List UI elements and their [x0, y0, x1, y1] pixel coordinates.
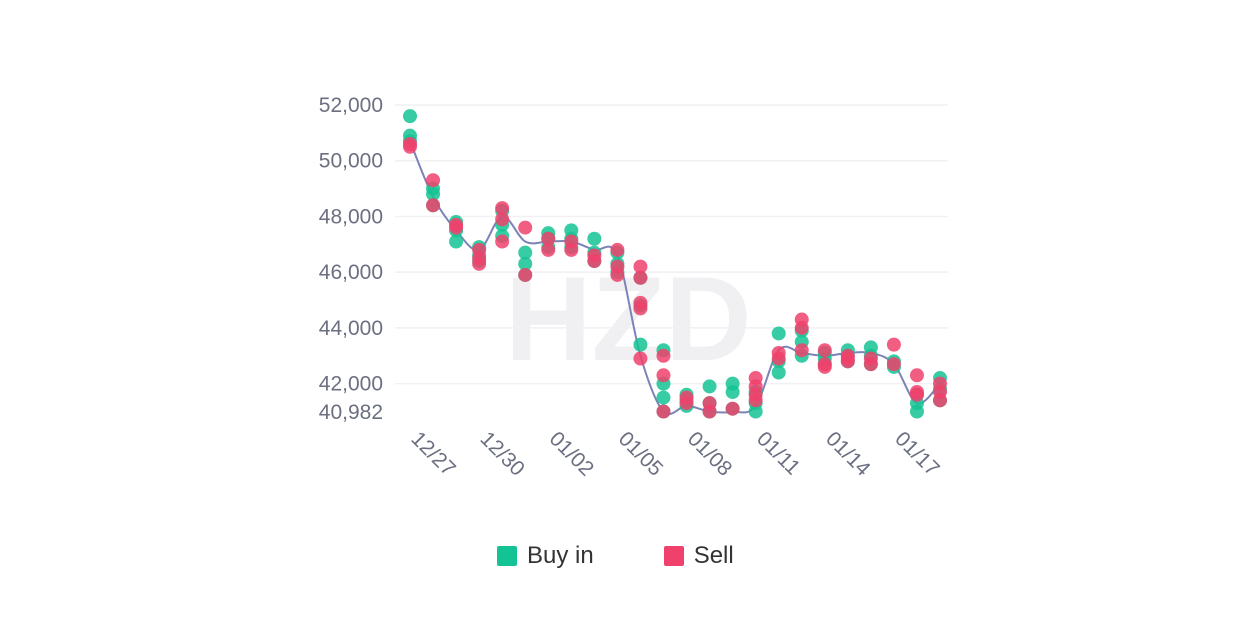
x-tick-label: 01/17	[890, 427, 943, 480]
legend-label-sell: Sell	[693, 542, 734, 569]
sell-point[interactable]	[449, 220, 464, 235]
buy-in-point[interactable]	[518, 256, 533, 271]
sell-point[interactable]	[771, 345, 786, 360]
sell-point[interactable]	[541, 242, 556, 257]
y-tick-label: 42,000	[319, 373, 383, 396]
legend-swatch-sell	[663, 546, 684, 566]
y-tick-label: 44,000	[319, 317, 383, 340]
grid-lines	[395, 104, 948, 385]
buy-in-point[interactable]	[633, 337, 648, 352]
x-tick-label: 01/05	[614, 427, 667, 480]
buy-in-point[interactable]	[656, 390, 671, 405]
sell-point[interactable]	[794, 343, 809, 358]
sell-point[interactable]	[587, 254, 602, 269]
buy-in-point[interactable]	[771, 365, 786, 380]
sell-point[interactable]	[495, 212, 510, 227]
legend-swatch-buy-in	[497, 546, 517, 566]
x-tick-label: 01/02	[545, 427, 598, 480]
legend-label-buy-in: Buy in	[527, 542, 594, 569]
x-axis-ticks: 12/27 12/30 01/02 01/05 01/08 01/11 01/14 01/17	[406, 427, 943, 481]
sell-point[interactable]	[518, 220, 533, 235]
sell-point[interactable]	[472, 256, 487, 271]
sell-point[interactable]	[817, 343, 832, 358]
sell-point[interactable]	[633, 351, 648, 366]
sell-point[interactable]	[541, 231, 556, 246]
sell-point[interactable]	[633, 270, 648, 285]
data-points	[403, 109, 947, 419]
sell-point[interactable]	[933, 393, 947, 408]
sell-point[interactable]	[725, 401, 740, 416]
x-tick-label: 01/11	[752, 427, 804, 479]
buy-in-point[interactable]	[725, 384, 740, 399]
sell-point[interactable]	[518, 267, 533, 282]
buy-in-point[interactable]	[771, 326, 786, 341]
sell-point[interactable]	[886, 337, 901, 352]
watermark: HZD	[505, 252, 752, 386]
sell-point[interactable]	[633, 301, 648, 316]
sell-point[interactable]	[702, 404, 717, 419]
x-tick-label: 12/30	[476, 427, 529, 480]
sell-point[interactable]	[656, 348, 671, 363]
x-tick-label: 01/08	[683, 427, 736, 480]
sell-point[interactable]	[564, 242, 579, 257]
y-tick-label: 50,000	[319, 150, 383, 173]
sell-point[interactable]	[840, 354, 855, 369]
sell-point[interactable]	[495, 234, 510, 249]
sell-point[interactable]	[886, 357, 901, 372]
sell-point[interactable]	[610, 267, 625, 282]
sell-point[interactable]	[610, 242, 625, 257]
legend-item-buy-in[interactable]: Buy in	[497, 542, 594, 570]
sell-point[interactable]	[656, 404, 671, 419]
sell-point[interactable]	[633, 259, 648, 274]
buy-in-point[interactable]	[426, 187, 441, 202]
sell-point[interactable]	[909, 368, 924, 383]
sell-point[interactable]	[403, 139, 417, 154]
sell-point[interactable]	[817, 359, 832, 374]
sell-point[interactable]	[656, 368, 671, 383]
sell-point[interactable]	[794, 320, 809, 335]
buy-in-point[interactable]	[587, 231, 602, 246]
y-tick-label: 46,000	[319, 261, 383, 284]
x-tick-label: 12/27	[406, 427, 459, 480]
legend-item-sell[interactable]: Sell	[663, 542, 734, 570]
sell-point[interactable]	[909, 387, 924, 402]
x-tick-label: 01/14	[821, 427, 875, 481]
y-tick-label: 48,000	[319, 205, 383, 228]
sell-point[interactable]	[863, 357, 878, 372]
sell-point[interactable]	[679, 396, 694, 411]
buy-in-point[interactable]	[449, 234, 464, 249]
buy-in-point[interactable]	[403, 109, 417, 124]
sell-point[interactable]	[748, 393, 763, 408]
y-tick-label: 52,000	[319, 94, 383, 117]
sell-point[interactable]	[426, 173, 441, 188]
chart-panel	[250, 30, 1000, 615]
sell-point[interactable]	[426, 198, 441, 213]
y-axis-ticks: 52,000 50,000 48,000 46,000 44,000 42,000 40,9…	[319, 94, 383, 424]
buy-in-point[interactable]	[702, 379, 717, 394]
y-tick-label: 40,982	[319, 401, 383, 424]
buy-in-point[interactable]	[909, 404, 924, 419]
buy-in-point[interactable]	[748, 404, 763, 419]
buy-in-point[interactable]	[518, 245, 533, 260]
legend: Buy in Sell	[497, 540, 734, 572]
sell-point[interactable]	[495, 201, 510, 216]
